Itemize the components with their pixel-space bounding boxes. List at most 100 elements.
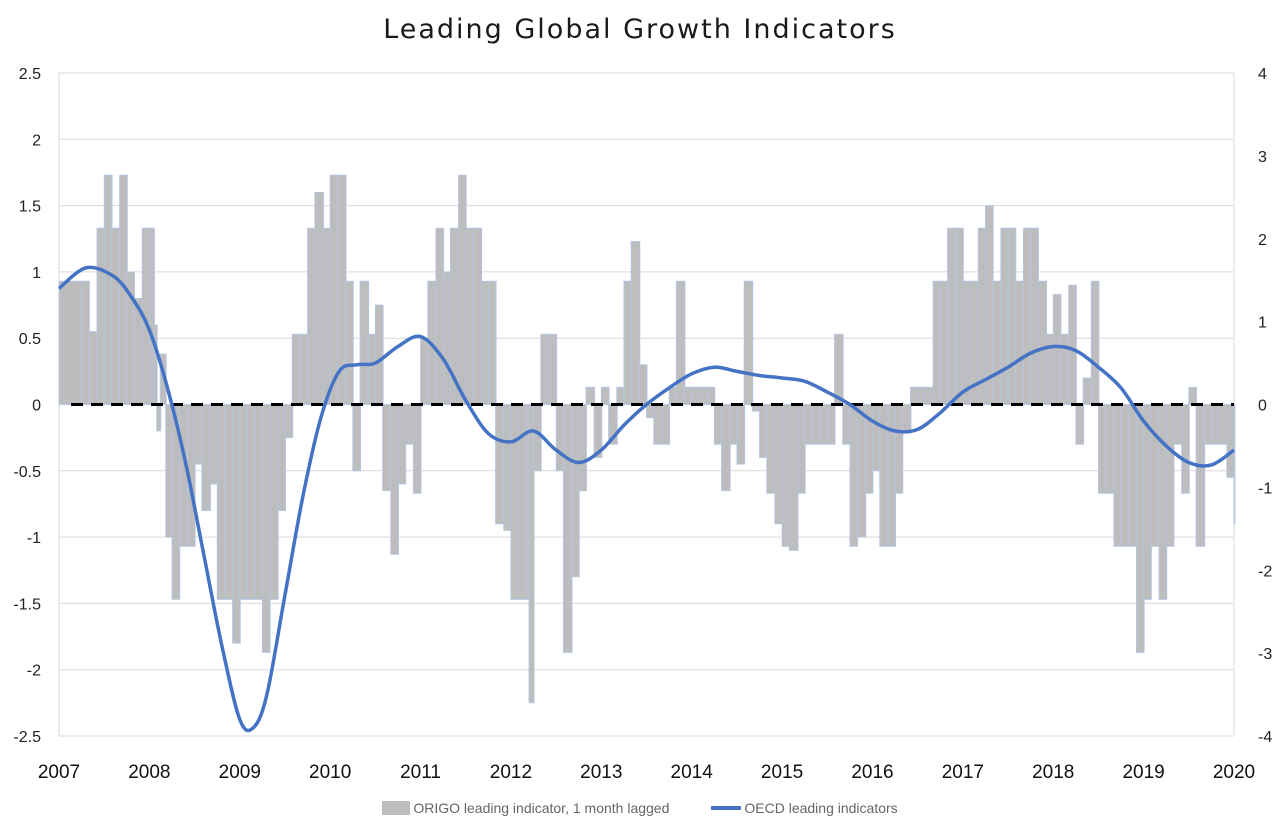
origo-bar xyxy=(442,271,452,405)
x-tick-label: 2015 xyxy=(761,762,803,783)
origo-bar xyxy=(1098,404,1107,494)
origo-bar xyxy=(759,404,768,458)
left-tick-label: 1 xyxy=(32,265,41,282)
origo-bar xyxy=(1075,404,1085,445)
origo-bar xyxy=(314,191,324,405)
left-tick-label: 1.5 xyxy=(19,199,41,216)
right-tick-label: 1 xyxy=(1258,315,1267,332)
origo-bar xyxy=(1211,404,1220,445)
x-tick-label: 2008 xyxy=(128,762,170,783)
origo-bar xyxy=(1105,404,1115,494)
origo-bar xyxy=(420,337,429,405)
origo-bars xyxy=(58,174,1236,704)
x-tick-label: 2010 xyxy=(309,762,351,783)
x-tick-label: 2012 xyxy=(490,762,532,783)
origo-bar xyxy=(291,333,302,405)
origo-bar xyxy=(1082,377,1093,405)
origo-bar xyxy=(1037,280,1047,405)
origo-bar xyxy=(932,280,942,405)
origo-bar xyxy=(555,404,565,472)
origo-bar xyxy=(367,333,377,405)
origo-bar xyxy=(1014,280,1025,405)
right-tick-label: -2 xyxy=(1258,563,1272,580)
right-tick-label: -1 xyxy=(1258,480,1272,497)
left-tick-label: 0 xyxy=(32,398,41,415)
origo-bar xyxy=(540,333,550,405)
origo-bar xyxy=(458,174,467,405)
origo-bar xyxy=(1188,386,1198,405)
origo-bar xyxy=(194,404,203,465)
origo-bar xyxy=(819,404,829,445)
origo-bar xyxy=(487,280,497,405)
right-tick-label: -4 xyxy=(1258,729,1272,746)
origo-bar xyxy=(503,404,512,531)
x-tick-label: 2014 xyxy=(671,762,714,783)
origo-bar xyxy=(1120,404,1130,547)
origo-bar xyxy=(1218,404,1228,445)
origo-bar xyxy=(1090,280,1100,405)
left-tick-label: -1.5 xyxy=(13,596,41,613)
origo-bar xyxy=(684,386,693,405)
origo-bar xyxy=(947,227,957,405)
origo-bar xyxy=(216,404,226,600)
x-tick-label: 2018 xyxy=(1032,762,1074,783)
origo-bar xyxy=(713,404,723,445)
left-tick-label: 2 xyxy=(32,132,41,149)
origo-bar xyxy=(548,333,558,405)
origo-bar xyxy=(894,404,904,494)
origo-bar xyxy=(630,241,641,405)
origo-bar xyxy=(345,280,354,405)
origo-bar xyxy=(495,404,505,525)
origo-bar xyxy=(578,404,587,492)
origo-bar xyxy=(329,174,339,405)
chart-title: Leading Global Growth Indicators xyxy=(383,14,897,45)
origo-bar xyxy=(533,404,542,472)
origo-bar xyxy=(811,404,822,445)
origo-bar xyxy=(1226,404,1236,478)
origo-bar xyxy=(307,227,316,405)
legend-item-origo: ORIGO leading indicator, 1 month lagged xyxy=(382,800,669,816)
origo-bar xyxy=(661,404,671,445)
origo-bar xyxy=(842,404,851,445)
origo-bar xyxy=(924,386,935,405)
origo-bar xyxy=(1007,227,1017,405)
origo-bar xyxy=(797,404,806,494)
origo-bar xyxy=(736,404,746,465)
origo-bar xyxy=(1023,227,1032,405)
origo-bar xyxy=(849,404,859,547)
origo-bar xyxy=(232,404,241,644)
origo-bar xyxy=(96,227,106,405)
origo-bar xyxy=(917,386,926,405)
origo-bar xyxy=(743,280,754,405)
origo-bar xyxy=(668,386,678,405)
origo-bar xyxy=(322,227,332,405)
left-tick-label: 2.5 xyxy=(19,66,41,83)
origo-bar xyxy=(706,386,716,405)
origo-bar xyxy=(872,404,881,472)
origo-bar xyxy=(1150,404,1160,547)
origo-bar xyxy=(691,386,700,405)
origo-bar xyxy=(788,404,799,551)
origo-bar xyxy=(412,404,422,494)
origo-bar xyxy=(1045,333,1055,405)
legend-label-origo: ORIGO leading indicator, 1 month lagged xyxy=(413,800,670,816)
origo-bar xyxy=(571,404,580,578)
origo-bar xyxy=(390,404,399,555)
origo-bar xyxy=(465,227,474,405)
origo-bar xyxy=(729,404,738,445)
origo-bar xyxy=(58,280,83,405)
origo-bar xyxy=(804,404,813,445)
origo-bar xyxy=(153,324,158,405)
origo-bar xyxy=(1127,404,1138,547)
origo-bar xyxy=(638,364,648,405)
legend-item-oecd: OECD leading indicators xyxy=(711,800,898,816)
x-axis-ticks: 2007 2008 2009 2010 2011 2012 2013 2014 2015 2016… xyxy=(38,762,1255,783)
origo-bar xyxy=(254,404,264,600)
origo-bar xyxy=(856,404,867,538)
origo-bar xyxy=(698,386,709,405)
origo-bar xyxy=(1068,284,1077,405)
origo-bar xyxy=(246,404,257,600)
origo-bar xyxy=(1143,404,1152,600)
x-tick-label: 2020 xyxy=(1213,762,1255,783)
origo-bar xyxy=(562,404,573,653)
